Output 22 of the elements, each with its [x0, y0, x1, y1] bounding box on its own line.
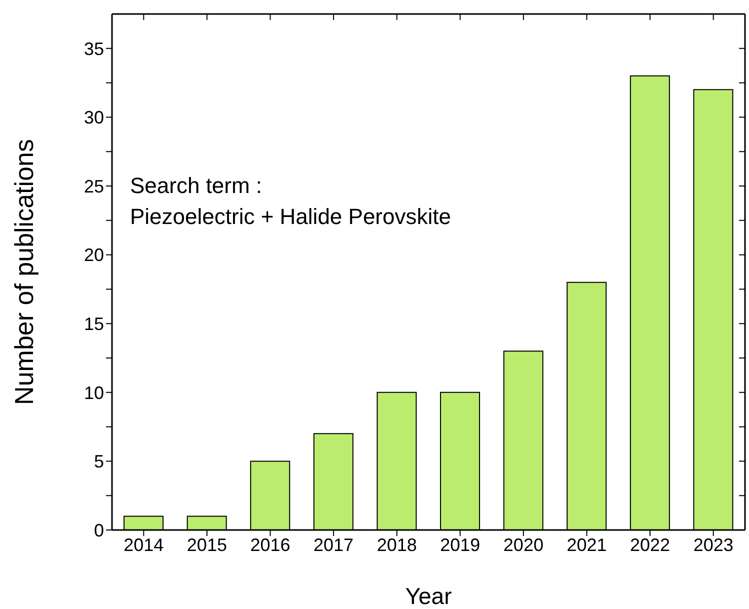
x-tick-label: 2015	[186, 534, 227, 555]
y-tick-label: 20	[84, 245, 104, 266]
x-axis-title: Year	[405, 583, 452, 609]
y-tick-label: 0	[94, 520, 104, 540]
y-tick-label: 25	[84, 176, 104, 196]
y-tick-label: 5	[94, 452, 104, 472]
y-tick-label: 30	[84, 108, 104, 128]
y-axis-title: Number of publications	[9, 139, 40, 405]
x-tick-label: 2017	[314, 534, 354, 555]
x-tick-label: 2016	[250, 534, 290, 555]
annotation: Piezoelectric + Halide Perovskite	[130, 203, 451, 231]
x-tick-label: 2014	[124, 534, 164, 555]
y-tick-label: 10	[84, 382, 104, 403]
x-tick-label: 2018	[376, 534, 417, 555]
annotation: Search term :	[130, 172, 264, 200]
x-tick-label: 2019	[440, 534, 480, 555]
x-tick-label: 2022	[630, 534, 670, 555]
y-tick-label: 35	[84, 38, 104, 59]
x-tick-label: 2020	[503, 534, 544, 555]
y-tick-label: 15	[84, 314, 104, 334]
x-tick-label: 2023	[693, 534, 734, 555]
x-tick-label: 2021	[566, 534, 607, 555]
